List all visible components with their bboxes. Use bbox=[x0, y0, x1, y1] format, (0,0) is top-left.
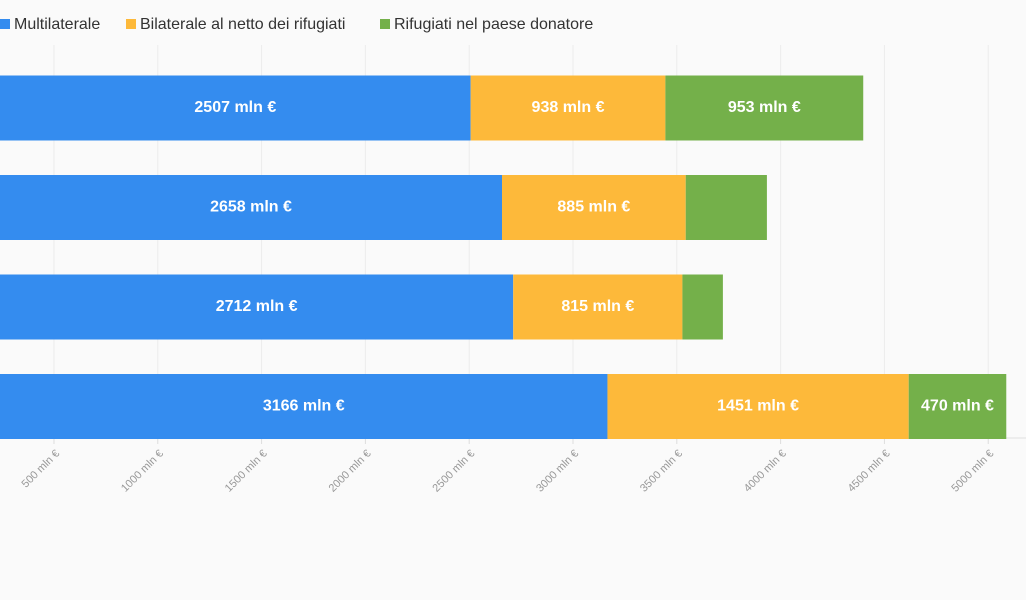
x-tick-label: 2000 mln € bbox=[327, 448, 374, 495]
bar-segment bbox=[513, 274, 683, 340]
legend-swatch bbox=[0, 19, 10, 29]
bar-segment bbox=[908, 374, 1007, 439]
value-label: 2712 mln € bbox=[216, 298, 298, 315]
legend-swatch bbox=[126, 19, 136, 29]
value-label: 3166 mln € bbox=[263, 398, 345, 415]
value-label: 1451 mln € bbox=[717, 398, 799, 415]
x-tick-label: 500 mln € bbox=[20, 448, 63, 491]
x-tick-label: 4500 mln € bbox=[846, 448, 893, 495]
x-tick-label: 3500 mln € bbox=[638, 448, 685, 495]
bar-segment bbox=[607, 374, 909, 439]
bar-segment bbox=[0, 75, 471, 141]
value-label: 938 mln € bbox=[532, 99, 605, 116]
bar-segment bbox=[0, 374, 608, 439]
bar-segment bbox=[682, 274, 723, 340]
bar-segment bbox=[665, 75, 864, 141]
bar-segment bbox=[0, 175, 502, 240]
bar-segment bbox=[501, 175, 686, 240]
x-tick-label: 3000 mln € bbox=[534, 448, 581, 495]
bars bbox=[0, 75, 1007, 439]
x-tick-label: 1500 mln € bbox=[223, 448, 270, 495]
value-label: 953 mln € bbox=[728, 99, 801, 116]
value-label: 815 mln € bbox=[561, 298, 634, 315]
x-tick-label: 5000 mln € bbox=[949, 448, 996, 495]
x-tick-label: 4000 mln € bbox=[742, 448, 789, 495]
bar-segment bbox=[470, 75, 666, 141]
value-label: 2507 mln € bbox=[194, 99, 276, 116]
x-tick-label: 2500 mln € bbox=[430, 448, 477, 495]
value-label: 885 mln € bbox=[557, 199, 630, 216]
legend-label: Bilaterale al netto dei rifugiati bbox=[140, 16, 345, 33]
bar-segment bbox=[685, 175, 767, 240]
legend-label: Multilaterale bbox=[14, 16, 100, 33]
x-tick-label: 1000 mln € bbox=[119, 448, 166, 495]
legend-label: Rifugiati nel paese donatore bbox=[394, 16, 593, 33]
bar-segment bbox=[0, 274, 514, 340]
legend-swatch bbox=[380, 19, 390, 29]
value-label: 2658 mln € bbox=[210, 199, 292, 216]
value-label: 470 mln € bbox=[921, 398, 994, 415]
